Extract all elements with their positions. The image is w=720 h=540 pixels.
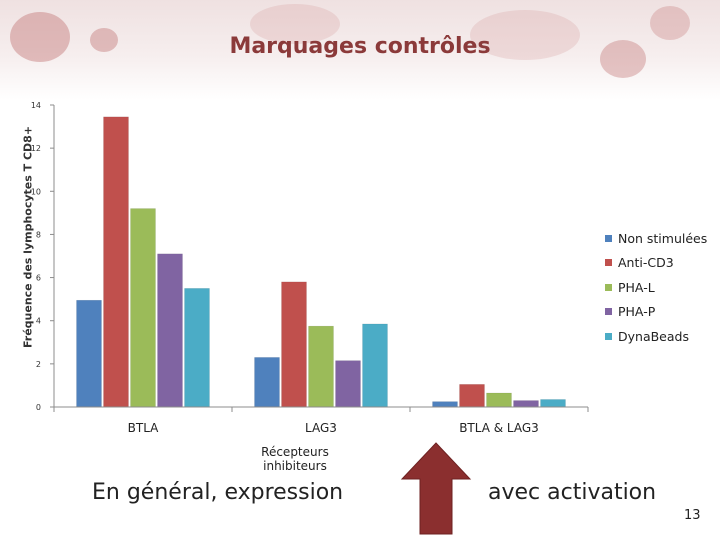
bar — [513, 400, 539, 408]
legend-swatch — [605, 259, 612, 267]
legend-label: Non stimulées — [618, 230, 708, 246]
legend-label: PHA-P — [618, 304, 656, 320]
y-tick-label: 10 — [31, 187, 41, 196]
legend-swatch — [605, 332, 612, 340]
bar — [459, 384, 485, 408]
y-tick-label: 0 — [36, 403, 41, 412]
decorative-bubble — [10, 12, 70, 62]
bar — [157, 253, 183, 408]
bar — [540, 399, 566, 408]
bar — [486, 392, 512, 408]
legend-label: DynaBeads — [618, 328, 689, 344]
bar — [432, 401, 458, 408]
bar — [254, 357, 280, 408]
x-axis-label: Récepteurs inhibiteurs — [261, 445, 329, 473]
y-tick-label: 6 — [36, 274, 41, 283]
legend-swatch — [605, 308, 612, 316]
legend-label: PHA-L — [618, 279, 655, 295]
bar — [76, 299, 102, 408]
y-tick-label: 4 — [36, 317, 41, 326]
y-tick-label: 14 — [31, 101, 41, 110]
legend-swatch — [605, 283, 612, 291]
bar — [362, 323, 388, 408]
decorative-bubble — [90, 28, 118, 52]
page-number: 13 — [684, 508, 701, 523]
legend-item: PHA-L — [605, 275, 707, 300]
y-tick-label: 8 — [36, 230, 41, 239]
decorative-bubble — [600, 40, 646, 78]
decorative-bubble — [650, 6, 690, 40]
legend-item: Non stimulées — [605, 226, 707, 251]
x-tick-label: LAG3 — [305, 421, 337, 435]
chart-legend: Non stimulées Anti-CD3 PHA-L PHA-P DynaBeads — [605, 226, 707, 349]
y-tick-label: 2 — [36, 360, 41, 369]
legend-item: DynaBeads — [605, 324, 707, 349]
x-tick-label: BTLA & LAG3 — [459, 421, 539, 435]
bar — [130, 208, 156, 408]
x-tick-label: BTLA — [128, 421, 160, 435]
decorative-bubble — [470, 10, 580, 60]
caption-left-text: En général, expression — [92, 480, 344, 505]
legend-item: PHA-P — [605, 300, 707, 325]
slide-title: Marquages contrôles — [229, 34, 491, 59]
bar — [308, 325, 334, 408]
caption-right-text: avec activation — [488, 480, 657, 505]
up-arrow-icon — [400, 442, 472, 535]
bar — [103, 116, 129, 408]
legend-label: Anti-CD3 — [618, 255, 674, 271]
y-tick-label: 12 — [31, 144, 41, 153]
decorative-bubble — [250, 4, 340, 44]
legend-swatch — [605, 234, 612, 242]
slide-background — [0, 0, 720, 100]
bar — [335, 360, 361, 408]
legend-item: Anti-CD3 — [605, 251, 707, 276]
bar — [184, 288, 210, 408]
bar — [281, 281, 307, 408]
